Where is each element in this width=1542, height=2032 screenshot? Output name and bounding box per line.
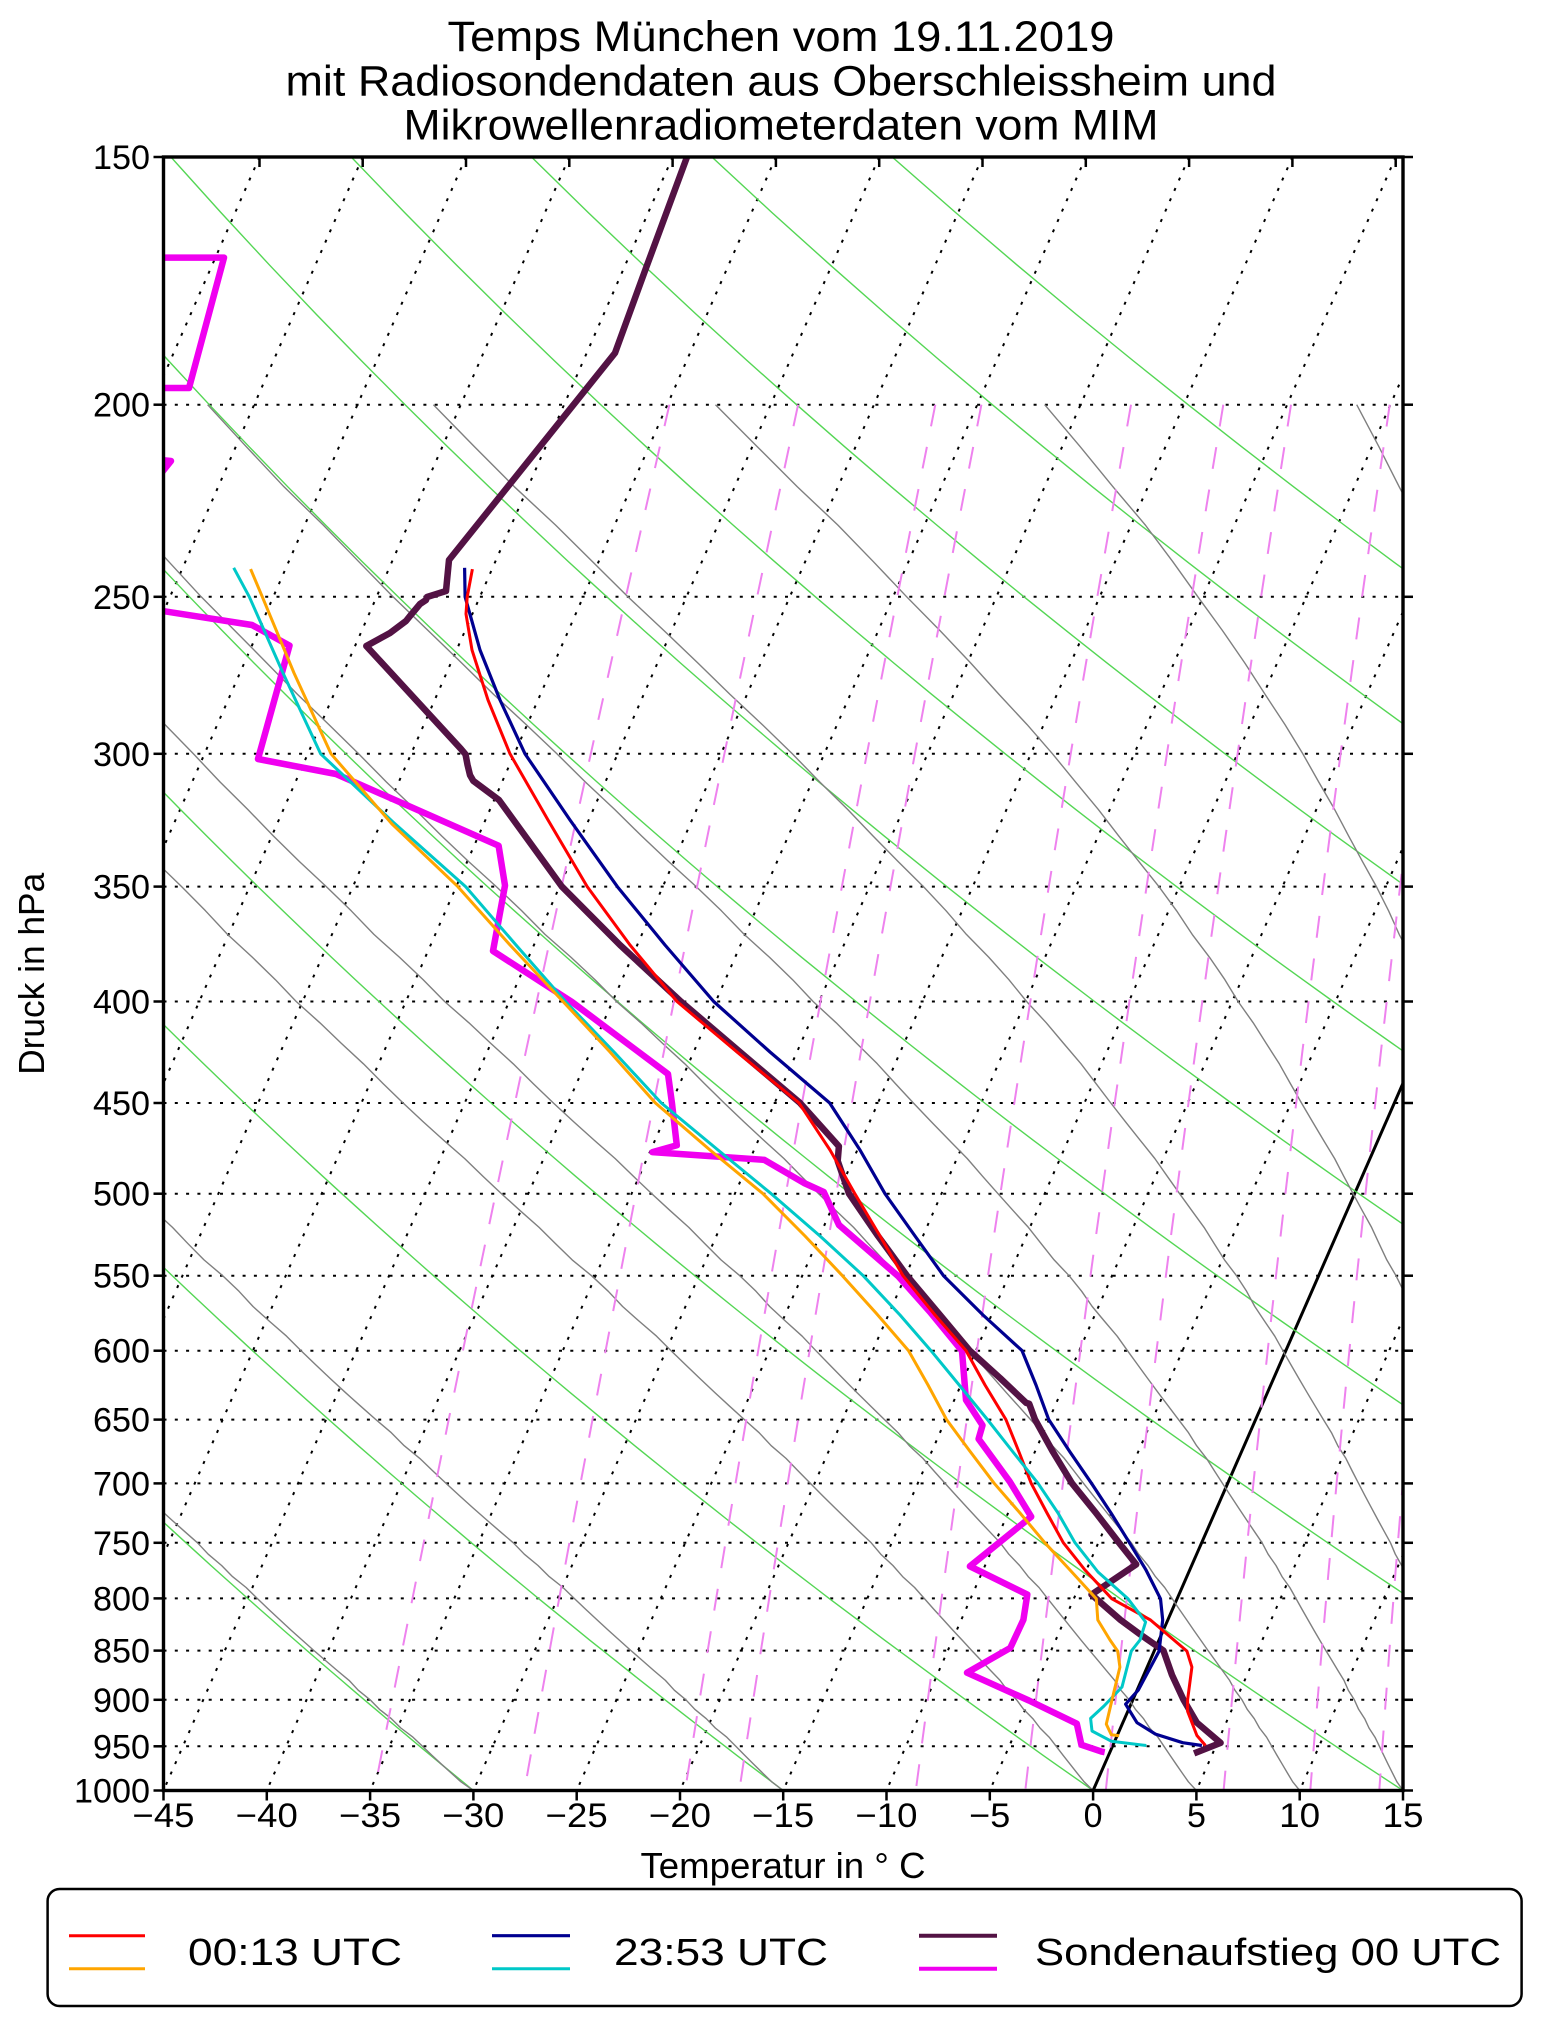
svg-text:Sondenaufstieg 00 UTC: Sondenaufstieg 00 UTC: [1035, 1932, 1501, 1974]
svg-text:−5: −5: [969, 1797, 1010, 1835]
svg-text:Mikrowellenradiometerdaten vom: Mikrowellenradiometerdaten vom MIM: [404, 102, 1159, 150]
svg-text:900: 900: [93, 1682, 150, 1720]
svg-text:500: 500: [93, 1176, 150, 1214]
svg-text:400: 400: [93, 984, 150, 1022]
svg-text:0: 0: [1084, 1797, 1103, 1835]
svg-text:10: 10: [1279, 1797, 1320, 1835]
svg-text:Druck in hPa: Druck in hPa: [11, 872, 52, 1075]
svg-text:15: 15: [1383, 1797, 1424, 1835]
svg-text:450: 450: [93, 1085, 150, 1123]
svg-text:850: 850: [93, 1633, 150, 1671]
svg-text:150: 150: [93, 139, 150, 177]
svg-text:Temps München vom 19.11.2019: Temps München vom 19.11.2019: [448, 13, 1115, 61]
svg-text:5: 5: [1187, 1797, 1206, 1835]
svg-text:−20: −20: [649, 1797, 711, 1835]
svg-text:200: 200: [93, 387, 150, 425]
svg-text:800: 800: [93, 1580, 150, 1618]
svg-text:650: 650: [93, 1402, 150, 1440]
svg-text:950: 950: [93, 1728, 150, 1766]
svg-text:700: 700: [93, 1465, 150, 1503]
svg-text:300: 300: [93, 736, 150, 774]
svg-text:23:53 UTC: 23:53 UTC: [614, 1932, 828, 1974]
svg-text:750: 750: [93, 1525, 150, 1563]
svg-text:00:13 UTC: 00:13 UTC: [188, 1932, 402, 1974]
svg-text:Temperatur in ° C: Temperatur in ° C: [641, 1845, 926, 1886]
svg-text:−15: −15: [752, 1797, 814, 1835]
svg-text:−25: −25: [546, 1797, 608, 1835]
svg-text:−30: −30: [442, 1797, 504, 1835]
svg-text:550: 550: [93, 1258, 150, 1296]
svg-text:−40: −40: [236, 1797, 298, 1835]
svg-text:600: 600: [93, 1333, 150, 1371]
svg-text:mit Radiosondendaten aus Obers: mit Radiosondendaten aus Oberschleisshei…: [286, 58, 1277, 106]
svg-text:−45: −45: [133, 1797, 195, 1835]
svg-text:1000: 1000: [74, 1773, 150, 1811]
svg-text:−35: −35: [339, 1797, 401, 1835]
svg-text:250: 250: [93, 579, 150, 617]
svg-text:−10: −10: [856, 1797, 918, 1835]
svg-text:350: 350: [93, 869, 150, 907]
